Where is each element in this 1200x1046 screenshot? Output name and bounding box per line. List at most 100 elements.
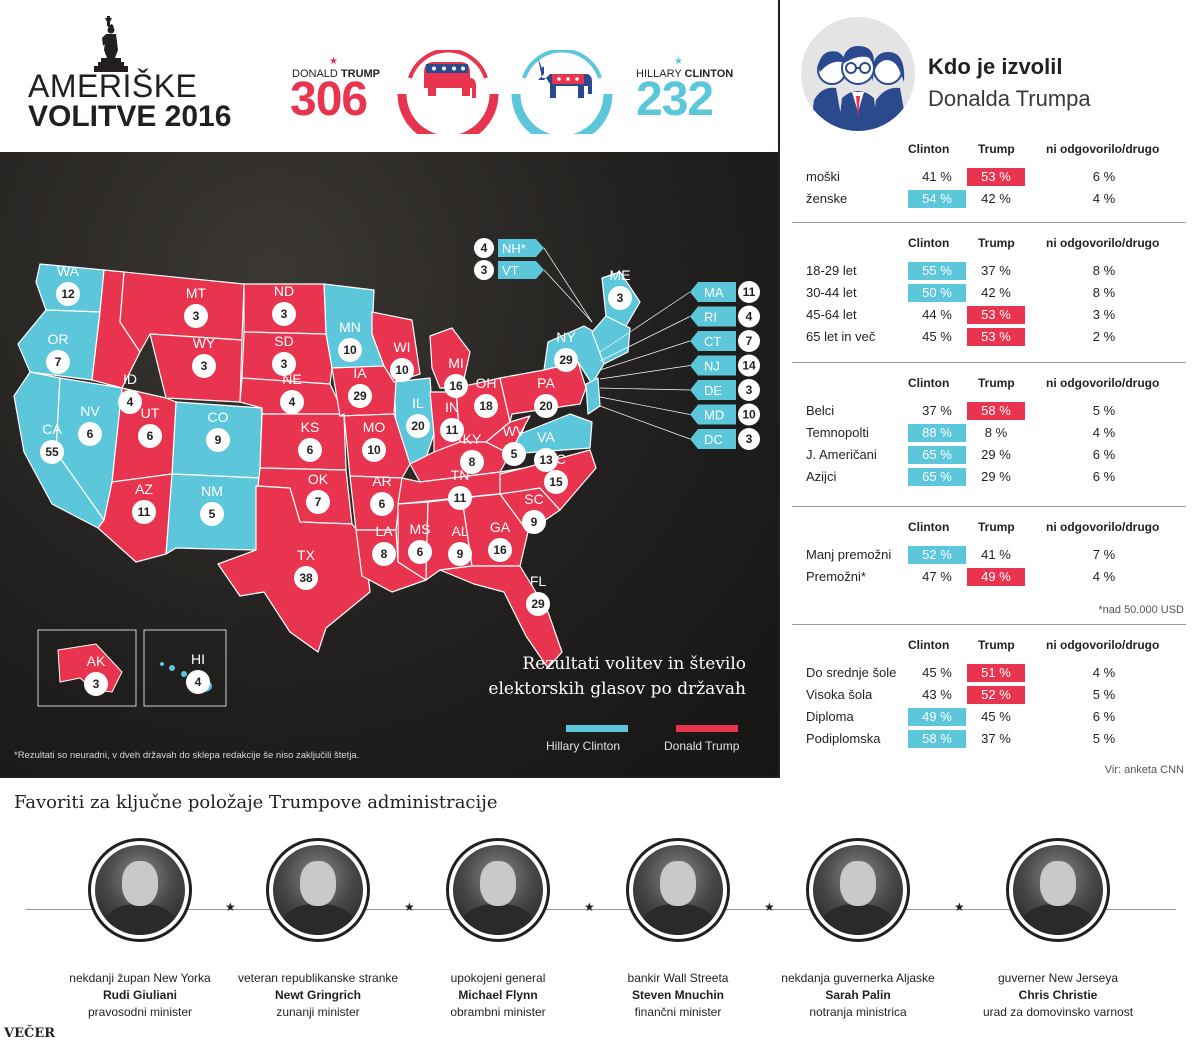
- trump-share: 51 %: [967, 664, 1025, 682]
- map-caption-line1: Rezultati volitev in število: [522, 654, 746, 674]
- ev-count-pa: 20: [539, 399, 553, 413]
- other-share: 8 %: [1092, 263, 1116, 278]
- candidate-name: Newt Gringrich: [274, 988, 361, 1002]
- ev-circle-co: [206, 428, 230, 452]
- other-share: 5 %: [1092, 403, 1116, 418]
- other-share: 4 %: [1092, 569, 1116, 584]
- trump-share: 42 %: [981, 191, 1011, 206]
- ne-tag-nh: 4 NH*: [474, 238, 593, 323]
- ev-circle-mi: [444, 374, 468, 398]
- state-label-id: ID: [123, 371, 137, 387]
- ev-count-mi: 16: [449, 379, 463, 393]
- ne-tag-ri: RI 4: [599, 305, 760, 362]
- candidate-portrait: [626, 838, 730, 942]
- state-label-or: OR: [48, 331, 69, 347]
- trump-share: 8 %: [984, 425, 1008, 440]
- ev-count-in: 11: [446, 423, 459, 437]
- ne-ev-count: 7: [746, 334, 753, 348]
- ne-tag-label: MD: [704, 408, 724, 423]
- portrait-body: [282, 904, 354, 935]
- col-header-clinton: Clinton: [908, 142, 950, 156]
- ne-ev-circle: [738, 281, 760, 303]
- other-share: 2 %: [1092, 329, 1116, 344]
- trump-share: 29 %: [981, 469, 1011, 484]
- state-label-ne: NE: [282, 371, 301, 387]
- candidate-role: notranja ministrica: [809, 1005, 907, 1019]
- ev-count-me: 3: [617, 291, 624, 305]
- portrait-body: [1022, 904, 1094, 935]
- portrait-face: [840, 861, 876, 907]
- candidate-role: obrambni minister: [450, 1005, 546, 1019]
- ev-count-sd: 3: [281, 357, 288, 371]
- ne-tag-label: NJ: [704, 359, 720, 374]
- ne-tag-ma: MA 11: [599, 281, 760, 353]
- legend-trump-label: Donald Trump: [664, 739, 740, 753]
- ne-leader-line: [599, 405, 691, 440]
- page-title-line2: VOLITVE 2016: [28, 100, 232, 133]
- portrait-face: [660, 861, 696, 907]
- col-header-trump: Trump: [978, 376, 1015, 390]
- ev-circle-ny: [554, 348, 578, 372]
- ev-count-tx: 38: [299, 571, 313, 585]
- row-label: Belci: [806, 403, 835, 418]
- statue-of-liberty-icon: [94, 16, 128, 72]
- ev-circle-ar: [370, 492, 394, 516]
- trump-share: 37 %: [981, 731, 1011, 746]
- state-label-tn: TN: [451, 467, 470, 483]
- ev-circle-ak: [84, 672, 108, 696]
- trump-share: 58 %: [967, 402, 1025, 420]
- separator-star-icon: ★: [584, 900, 595, 914]
- ne-leader-line: [543, 247, 593, 323]
- row-label: J. Američani: [806, 447, 877, 462]
- page-title-line1: AMERIŠKE: [28, 68, 198, 104]
- state-label-wa: WA: [57, 263, 80, 279]
- ne-tag-shape: [690, 331, 736, 351]
- state-label-hi: HI: [191, 651, 205, 667]
- ne-tag-md: MD 10: [599, 396, 760, 426]
- state-label-ga: GA: [490, 519, 511, 535]
- state-label-in: IN: [445, 399, 459, 415]
- ev-count-mn: 10: [343, 343, 357, 357]
- other-share: 6 %: [1092, 469, 1116, 484]
- ev-circle-nc: [544, 470, 568, 494]
- ev-circle-nv: [78, 422, 102, 446]
- row-label: Temnopolti: [806, 425, 869, 440]
- col-header-other: ni odgovorilo/drugo: [1046, 236, 1160, 250]
- ne-tag-label: NH*: [502, 241, 526, 256]
- candidate-name: Chris Christie: [1018, 988, 1098, 1002]
- democratic-donkey-logo: [511, 50, 613, 134]
- ne-leader-line: [599, 316, 691, 362]
- voters-group-icon: [801, 17, 915, 131]
- ne-tag-shape: [690, 380, 736, 400]
- ev-count-nc: 15: [549, 475, 563, 489]
- favorites-title: Favoriti za ključne položaje Trumpove ad…: [14, 792, 498, 813]
- ev-count-nm: 5: [209, 507, 216, 521]
- ev-circle-nm: [200, 502, 224, 526]
- ev-circle-la: [372, 542, 396, 566]
- portrait-face: [480, 861, 516, 907]
- other-share: 6 %: [1092, 709, 1116, 724]
- ev-circle-mt: [184, 304, 208, 328]
- clinton-share: 49 %: [908, 708, 966, 726]
- ev-circle-or: [46, 350, 70, 374]
- portrait-face: [300, 861, 336, 907]
- portrait-face: [122, 861, 158, 907]
- other-share: 4 %: [1092, 191, 1116, 206]
- ev-count-wi: 10: [395, 363, 409, 377]
- exit-poll-title: Kdo je izvolil: [928, 54, 1063, 79]
- candidate-description: veteran republikanske stranke: [237, 971, 399, 985]
- other-share: 4 %: [1092, 665, 1116, 680]
- col-header-clinton: Clinton: [908, 638, 950, 652]
- state-label-ia: IA: [353, 365, 367, 381]
- col-header-trump: Trump: [978, 520, 1015, 534]
- ne-leader-line: [543, 269, 593, 323]
- ev-count-mt: 3: [193, 309, 200, 323]
- ev-circle-ne: [280, 390, 304, 414]
- state-label-tx: TX: [297, 547, 316, 563]
- clinton-name: HILLARY CLINTON: [636, 68, 733, 80]
- ev-count-ak: 3: [93, 677, 100, 691]
- state-label-ut: UT: [141, 405, 160, 421]
- clinton-star-icon: ★: [674, 56, 683, 67]
- ev-circle-az: [132, 500, 156, 524]
- ev-count-wa: 12: [61, 287, 75, 301]
